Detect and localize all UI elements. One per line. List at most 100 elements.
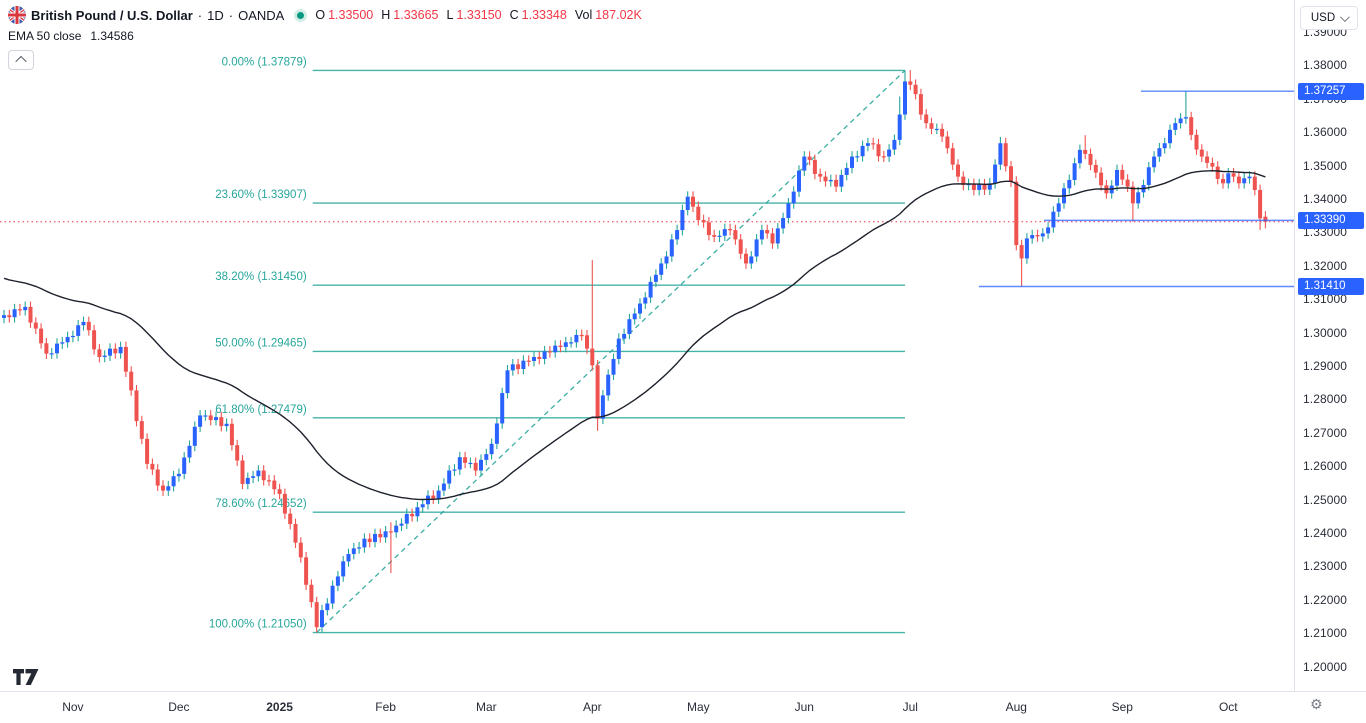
candle-body [807,156,812,160]
candle-body [1035,235,1040,237]
candle-body [744,253,748,264]
price-tick-label: 1.27000 [1303,425,1348,440]
time-tick-label: Sep [1111,700,1133,714]
candle-body [685,196,690,211]
candle-body [738,239,743,254]
indicator-row[interactable]: EMA 50 close 1.34586 [8,29,647,43]
candle-body [834,179,839,187]
separator-dot: · [197,7,203,23]
candle-body [823,176,828,182]
volume-label: Vol [574,8,593,22]
candle-body [574,334,579,343]
candle-body [759,230,764,240]
price-line-axis-label[interactable]: 1.37257 [1298,82,1364,100]
ema-indicator-label[interactable]: EMA 50 close [8,29,82,43]
candle-body [2,315,6,318]
candle-body [171,476,176,487]
scale-settings-gear-icon[interactable]: ⚙ [1310,697,1323,713]
candle-body [1247,176,1252,179]
candle-body [309,584,314,603]
time-tick-label: Jul [902,700,918,714]
candle-body [1252,176,1257,190]
price-line-axis-label[interactable]: 1.31410 [1298,278,1364,295]
candle-body [1183,117,1188,119]
time-tick-label: Aug [1005,700,1027,714]
candle-body [632,313,637,320]
fib-retracement[interactable]: 0.00% (1.37879) 23.60% (1.33907) 38.20% (1… [209,56,906,634]
market-status-icon[interactable] [297,11,305,19]
candle-body [828,179,833,182]
candle-body [150,463,155,470]
price-tick-label: 1.36000 [1303,125,1348,140]
legend-collapse-button[interactable] [8,50,34,70]
candle-body [229,423,234,446]
candle-body [304,557,309,585]
interval-label[interactable]: 1D [207,7,224,23]
fib-trend-line[interactable] [316,69,906,633]
symbol-title[interactable]: British Pound / U.S. Dollar [31,7,193,23]
tradingview-logo-icon[interactable] [13,669,39,691]
candle-body [473,462,478,471]
chart-pane[interactable]: 0.00% (1.37879) 23.60% (1.33907) 38.20% (1… [0,0,1294,691]
candle-body [1189,117,1194,135]
symbol-row[interactable]: British Pound / U.S. Dollar · 1D · OANDA… [8,6,647,24]
candle-body [489,443,494,455]
candles-layer [2,70,1268,633]
high-label: H [381,8,391,22]
candle-body [1258,189,1263,219]
candle-body [1056,203,1061,212]
candle-body [92,330,97,350]
candle-body [1215,166,1220,179]
candle-body [648,281,653,298]
time-axis[interactable]: Nov Dec 2025 Feb Mar Apr May Jun Jul Aug Sep Oct [0,691,1366,723]
candle-body [447,470,452,484]
candle-body [1072,163,1077,180]
candlestick-chart[interactable]: 0.00% (1.37879) 23.60% (1.33907) 38.20% (1… [0,0,1294,691]
open-value: 1.33500 [328,8,374,22]
candle-body [76,325,81,336]
separator-dot: · [228,7,234,23]
price-axis[interactable]: USD 1.390001.380001.370001.360001.350001… [1294,0,1366,691]
candle-body [940,128,945,137]
candle-body [1146,167,1151,185]
candle-body [1019,245,1024,259]
candle-body [1046,227,1051,234]
candle-body [812,159,817,174]
candle-body [214,417,218,421]
candle-body [1083,149,1088,154]
candle-body [860,145,865,157]
candle-body [585,335,589,349]
candle-body [12,309,17,318]
candle-body [653,274,658,282]
candle-body [1178,118,1183,124]
price-line-axis-label[interactable]: 1.33390 [1298,211,1364,229]
exchange-label[interactable]: OANDA [238,7,285,23]
currency-selector-button[interactable]: USD [1300,6,1358,30]
candle-body [320,610,324,628]
candle-body [1051,211,1056,228]
price-tick-label: 1.31000 [1303,292,1348,307]
candle-body [881,156,886,158]
candle-body [643,297,648,304]
candle-body [113,348,118,354]
candle-body [261,470,266,481]
chart-legend: British Pound / U.S. Dollar · 1D · OANDA… [8,6,647,70]
candle-body [897,114,902,140]
candle-body [235,445,240,461]
candle-body [569,342,574,344]
candle-body [712,235,717,237]
price-tick-label: 1.23000 [1303,559,1348,574]
candle-body [1242,178,1247,184]
candle-body [865,143,870,146]
candle-body [505,370,510,394]
candle-body [1263,216,1268,222]
close-label: C [509,8,519,22]
candle-body [145,438,150,464]
candle-body [1115,169,1119,186]
candle-body [97,349,102,357]
candle-body [627,319,632,334]
candle-body [341,561,346,577]
candle-body [39,328,44,344]
ema-50-line[interactable] [3,170,1266,501]
